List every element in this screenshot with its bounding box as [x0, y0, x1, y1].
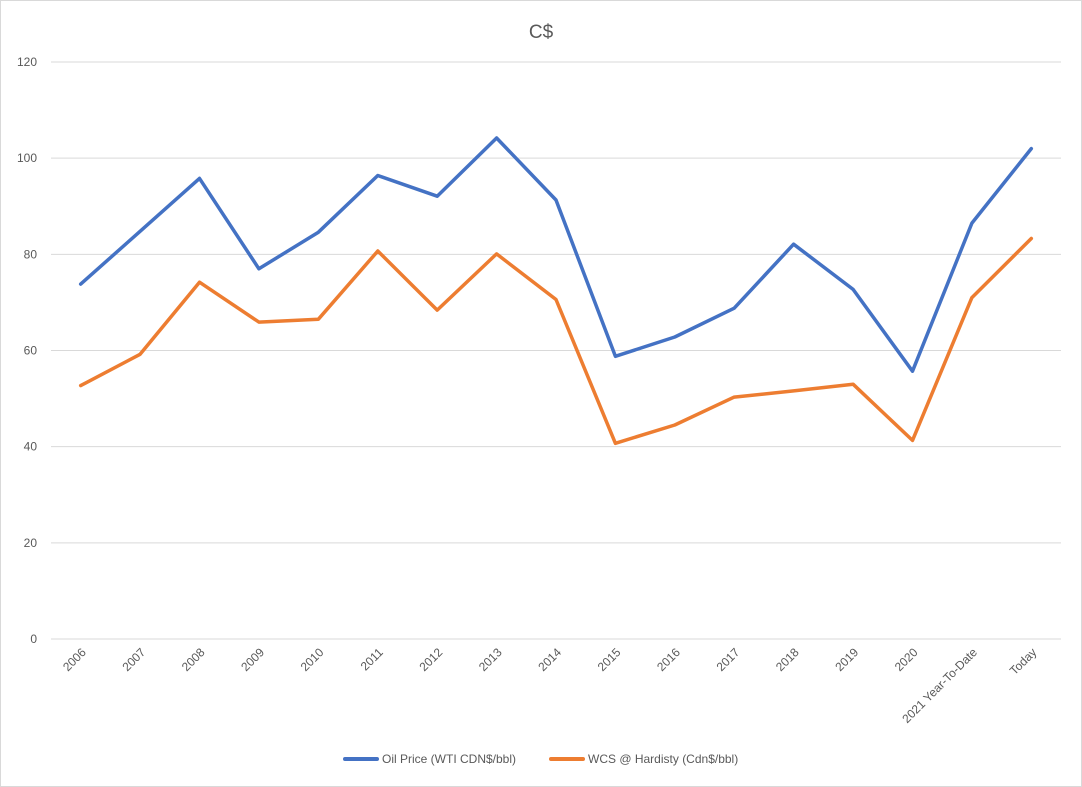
x-tick-label: 2019: [832, 645, 861, 674]
x-tick-label: 2014: [535, 645, 564, 674]
x-tick-label: 2008: [179, 645, 208, 674]
x-tick-label: 2018: [773, 645, 802, 674]
chart-title: C$: [529, 22, 554, 43]
legend: Oil Price (WTI CDN$/bbl) WCS @ Hardisty …: [343, 752, 738, 766]
x-tick-label: Today: [1007, 645, 1040, 678]
x-tick-label: 2009: [238, 645, 267, 674]
x-tick-label: 2006: [60, 645, 89, 674]
x-tick-label: 2016: [654, 645, 683, 674]
x-tick-label: 2020: [892, 645, 921, 674]
y-tick-label: 60: [24, 344, 38, 358]
x-tick-label: 2017: [714, 645, 743, 674]
series-line-wcs: [78, 236, 1034, 446]
gridlines: [51, 61, 1061, 640]
legend-label-oil-price: Oil Price (WTI CDN$/bbl): [382, 752, 516, 766]
y-tick-label: 120: [17, 55, 37, 69]
series-lines: [78, 136, 1034, 446]
x-tick-label: 2015: [595, 645, 624, 674]
x-tick-label: 2011: [358, 645, 386, 673]
x-tick-label: 2010: [298, 645, 327, 674]
y-tick-label: 20: [24, 536, 38, 550]
y-axis: 0 20 40 60 80 100 120: [17, 55, 37, 646]
x-tick-label: 2007: [119, 645, 148, 674]
y-tick-label: 100: [17, 151, 37, 165]
x-tick-label: 2012: [417, 645, 446, 674]
y-tick-label: 0: [30, 632, 37, 646]
y-tick-label: 80: [24, 247, 38, 261]
legend-label-wcs: WCS @ Hardisty (Cdn$/bbl): [588, 752, 738, 766]
series-line-oil-price: [78, 136, 1034, 373]
y-tick-label: 40: [24, 440, 38, 454]
x-axis: 2006 2007 2008 2009 2010 2011 2012 2013 2014 2015…: [60, 645, 1039, 726]
x-tick-label: 2013: [476, 645, 505, 674]
